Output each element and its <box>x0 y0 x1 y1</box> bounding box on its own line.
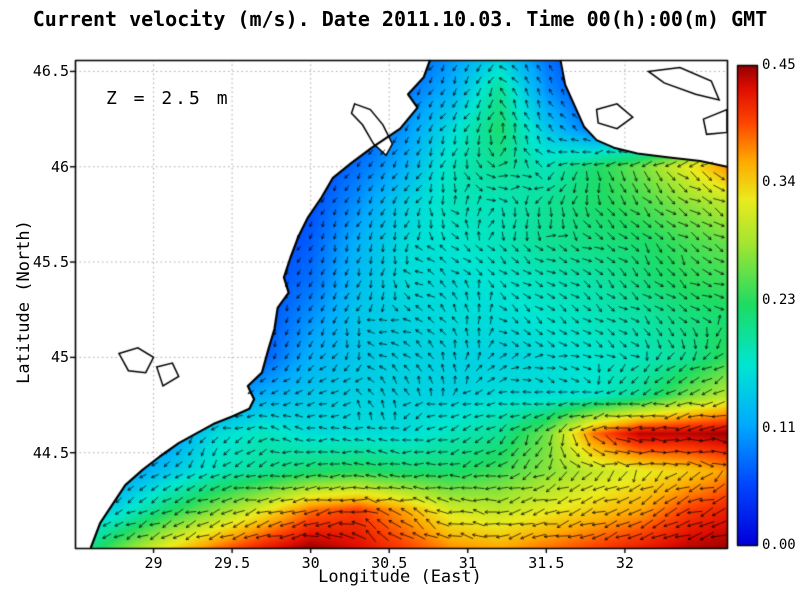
x-axis-label: Longitude (East) <box>318 567 482 587</box>
y-tick-label: 46 <box>50 157 69 176</box>
colorbar-tick-label: 0.23 <box>762 291 796 308</box>
x-tick-label: 32 <box>615 554 634 572</box>
x-tick-label: 31.5 <box>528 554 565 572</box>
chart-title: Current velocity (m/s). Date 2011.10.03.… <box>32 7 768 31</box>
y-tick-label: 45 <box>50 348 69 367</box>
colorbar-tick-label: 0.45 <box>762 57 796 73</box>
x-tick-label: 29 <box>144 554 163 572</box>
colorbar-tick-label: 0.00 <box>762 537 796 553</box>
x-tick-label: 31 <box>458 554 477 572</box>
x-tick-label: 30 <box>301 554 320 572</box>
colorbar-tick-label: 0.11 <box>762 419 796 436</box>
colorbar-tick-label: 0.34 <box>762 174 796 191</box>
depth-annotation: Z = 2.5 m <box>106 88 231 109</box>
y-tick-label: 46.5 <box>32 62 69 81</box>
y-tick-label: 44.5 <box>32 443 69 462</box>
x-tick-label: 30.5 <box>371 554 408 572</box>
x-tick-label: 29.5 <box>214 554 251 572</box>
y-tick-label: 45.5 <box>32 253 69 272</box>
